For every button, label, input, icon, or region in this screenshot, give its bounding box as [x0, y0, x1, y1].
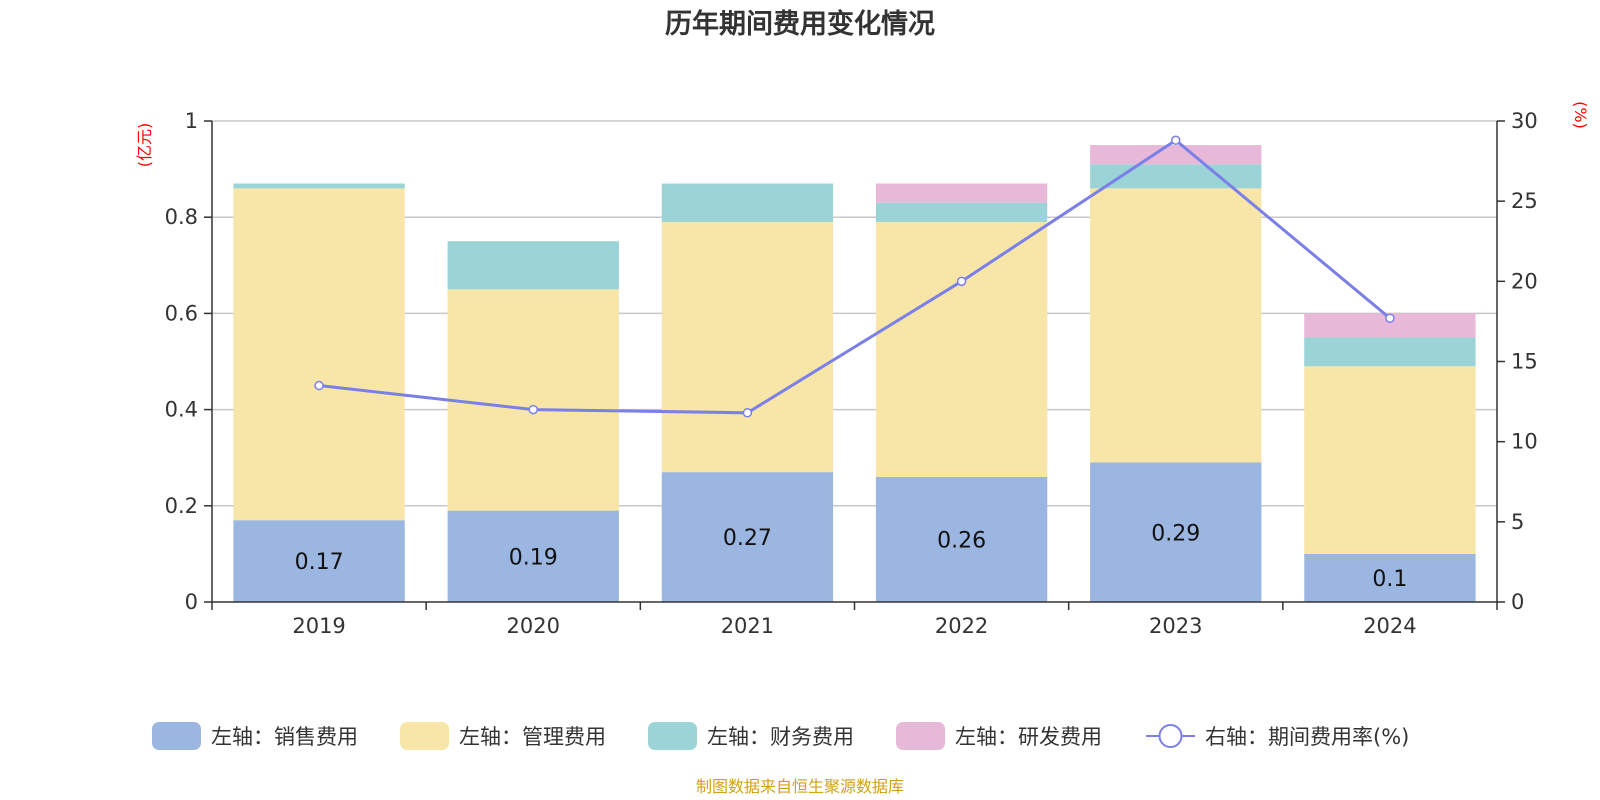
x-tick-label: 2024: [1363, 614, 1416, 638]
bar-value-label: 0.1: [1372, 567, 1407, 592]
rate-line: [314, 135, 1395, 418]
bar-segment: [661, 183, 834, 223]
bar-segment: [233, 188, 405, 521]
bar-segment: [661, 472, 834, 602]
legend-swatch: [648, 722, 697, 750]
bar-segment: [1090, 164, 1262, 189]
x-tick-label: 2023: [1149, 614, 1202, 638]
bar-value-label: 0.19: [509, 545, 558, 570]
chart-title: 历年期间费用变化情况: [665, 8, 935, 40]
bar-segment: [875, 202, 1048, 223]
rate-line-point: [742, 408, 753, 418]
left-tick-label: 0.4: [165, 398, 198, 422]
rate-line-point: [956, 276, 967, 287]
bar-segment: [233, 183, 405, 189]
bar-segment: [1304, 366, 1476, 554]
left-tick-label: 0.6: [165, 301, 198, 325]
bar-segment: [1090, 462, 1262, 602]
legend-label: 左轴：研发费用: [955, 725, 1102, 749]
legend-label: 左轴：销售费用: [211, 725, 358, 749]
bar-segment: [661, 222, 834, 473]
left-tick-label: 0: [185, 590, 198, 614]
bar-segment: [875, 222, 1048, 477]
rate-line-point: [1171, 135, 1181, 145]
legend-label: 左轴：管理费用: [459, 725, 606, 749]
bar-value-label: 0.26: [937, 528, 986, 553]
right-tick-label: 5: [1511, 510, 1524, 534]
legend-label: 右轴：期间费用率(%): [1205, 725, 1409, 749]
legend-label: 左轴：财务费用: [707, 725, 854, 749]
right-tick-label: 0: [1511, 590, 1524, 614]
legend-swatch: [400, 722, 449, 750]
legend-line-marker: [1158, 724, 1183, 748]
bar-segment: [875, 476, 1048, 602]
x-tick-label: 2020: [507, 614, 560, 638]
left-tick-label: 0.2: [165, 494, 198, 518]
bar-segment: [447, 510, 619, 602]
right-tick-label: 20: [1511, 269, 1538, 293]
left-tick-label: 0.8: [165, 205, 198, 229]
x-tick-label: 2019: [292, 614, 345, 638]
rate-line-point: [528, 404, 538, 415]
right-tick-label: 25: [1511, 189, 1538, 213]
bar-segment: [1304, 337, 1476, 367]
source-note: 制图数据来自恒生聚源数据库: [696, 777, 904, 796]
left-tick-label: 1: [185, 109, 198, 133]
bar-value-label: 0.17: [295, 550, 344, 575]
bar-segment: [233, 520, 405, 602]
right-tick-label: 30: [1511, 109, 1538, 133]
bars: 0.17 0.19 0.27 0.26 0.29 0.1: [233, 145, 1476, 602]
rate-line-path: [318, 138, 1391, 415]
x-tick-label: 2022: [935, 614, 988, 638]
bar-segment: [875, 183, 1048, 203]
bar-segment: [1090, 188, 1262, 463]
bar-segment: [447, 289, 619, 511]
rate-line-point: [314, 380, 324, 391]
bar-value-label: 0.29: [1151, 521, 1200, 546]
bar-segment: [1304, 553, 1476, 602]
right-axis-unit: (%): [1571, 101, 1590, 129]
legend-swatch: [152, 722, 201, 750]
rate-line-point: [1385, 313, 1395, 323]
grid-lines: [212, 120, 1497, 507]
bar-segment: [447, 241, 619, 290]
right-tick-label: 10: [1511, 430, 1538, 454]
right-tick-label: 15: [1511, 350, 1538, 374]
bar-segment: [1090, 145, 1262, 165]
left-axis-unit: (亿元): [135, 123, 154, 168]
legend: 左轴：销售费用 左轴：管理费用 左轴：财务费用 左轴：研发费用 右轴：期间费用率(%): [152, 722, 1409, 750]
x-tick-label: 2021: [721, 614, 774, 638]
bar-value-label: 0.27: [723, 526, 772, 551]
legend-swatch: [896, 722, 945, 750]
